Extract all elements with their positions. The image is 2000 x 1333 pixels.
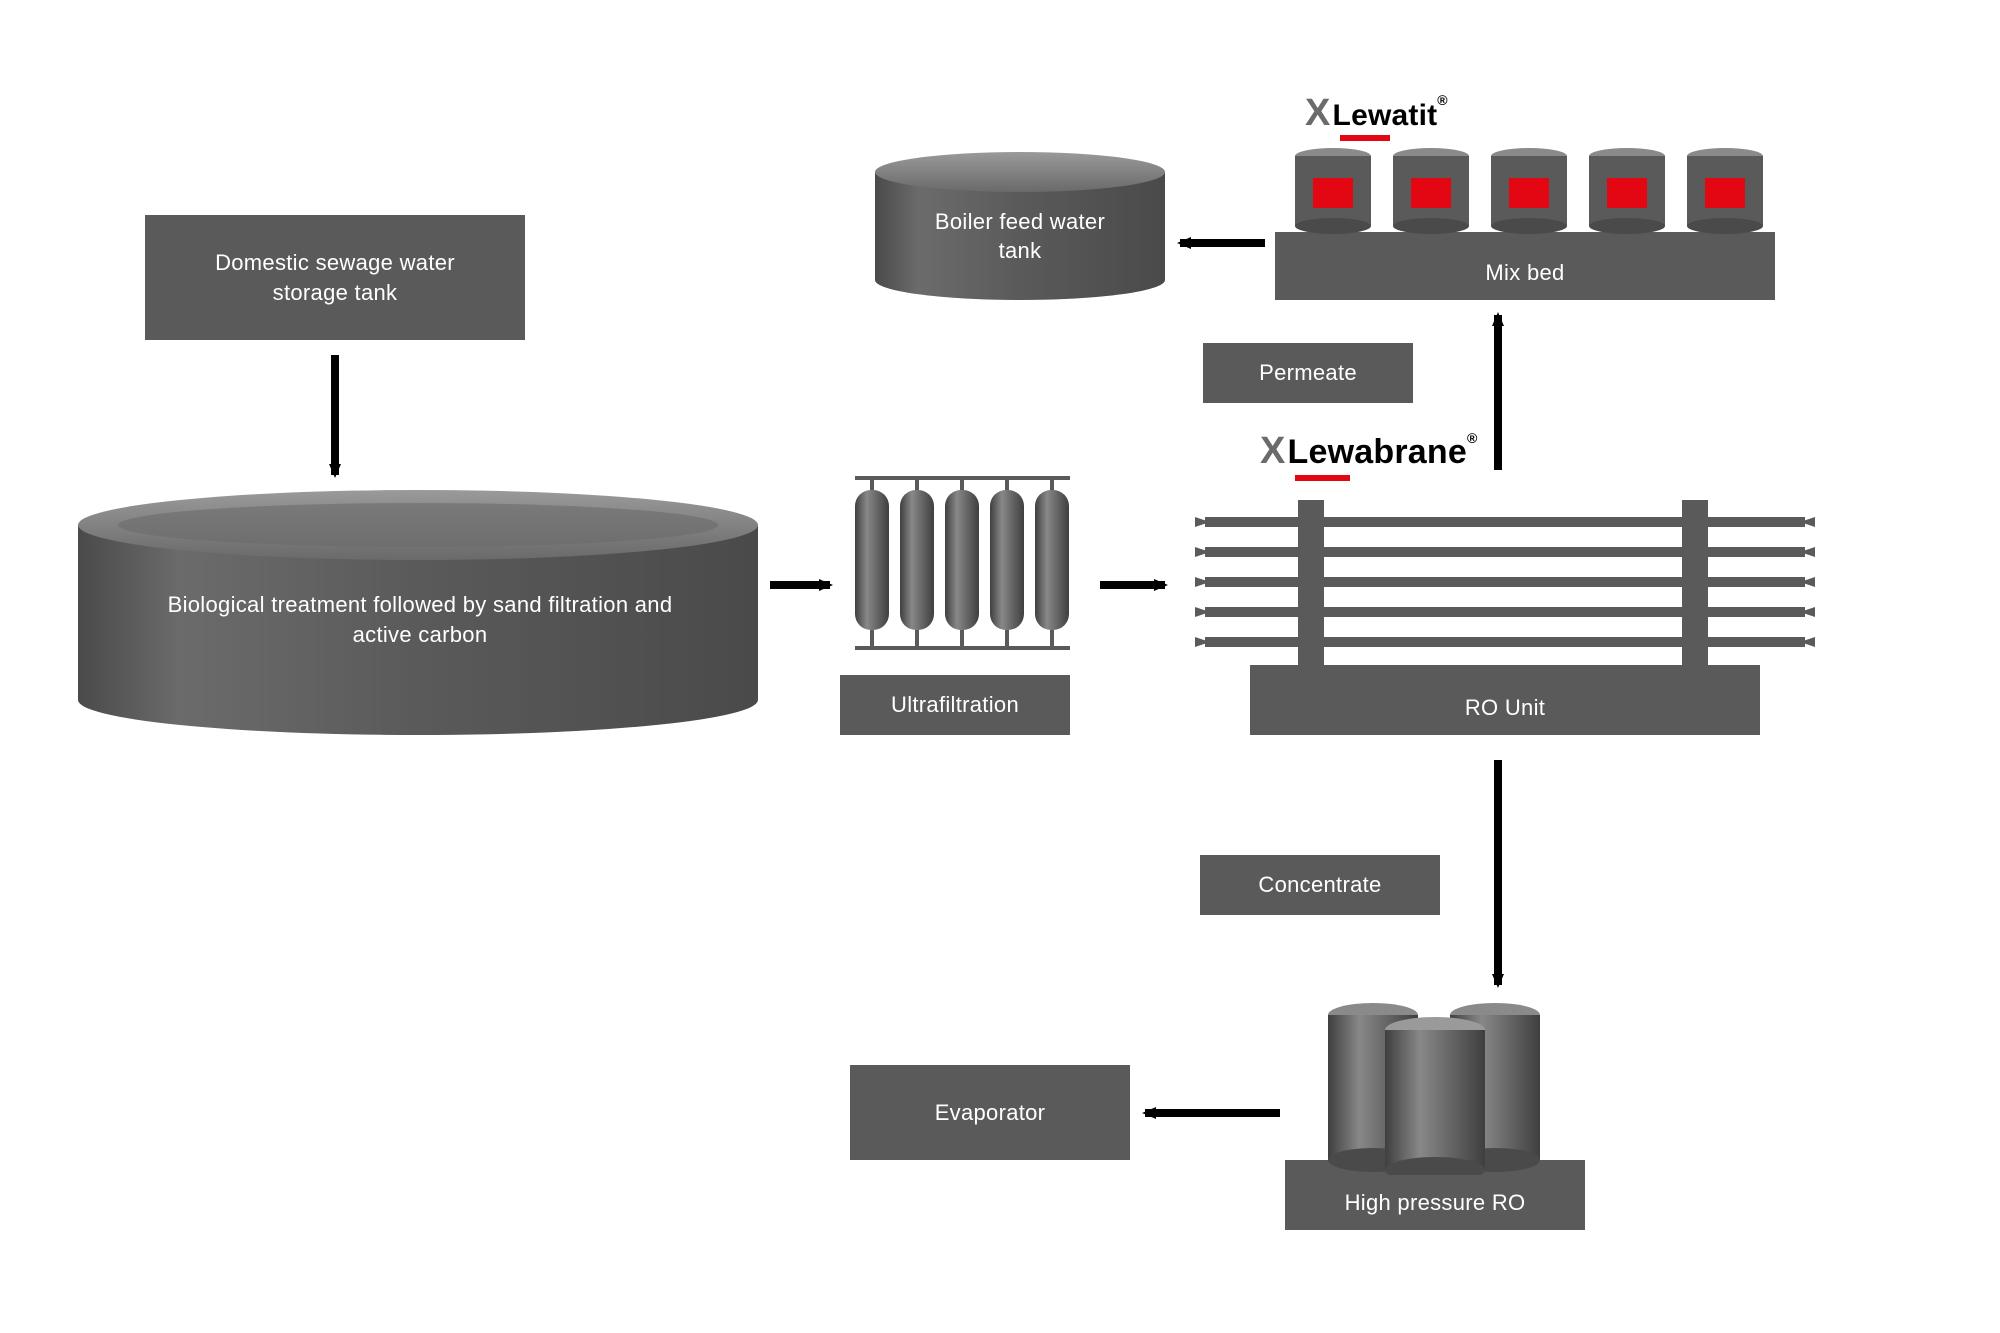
mix-bed-box: Mix bed <box>1275 245 1775 300</box>
brand-x-icon: X <box>1305 92 1331 134</box>
lewabrane-underline <box>1295 475 1350 481</box>
permeate-box: Permeate <box>1203 343 1413 403</box>
lewatit-text: Lewatit <box>1333 99 1438 132</box>
boiler-tank-label-overlay: Boiler feed watertank <box>875 192 1165 282</box>
high-pressure-box: High pressure RO <box>1285 1175 1585 1230</box>
lewabrane-brand: XLewabrane® <box>1260 430 1477 473</box>
evaporator-label: Evaporator <box>935 1100 1046 1126</box>
lewatit-brand: XLewatit® <box>1305 92 1448 135</box>
mix-bed-label: Mix bed <box>1485 260 1564 286</box>
evaporator-box: Evaporator <box>850 1065 1130 1160</box>
high-pressure-ro-shape <box>1285 1003 1585 1183</box>
ro-unit-shape <box>1195 500 1815 683</box>
lewatit-underline <box>1340 135 1390 141</box>
storage-tank-box: Domestic sewage waterstorage tank <box>145 215 525 340</box>
concentrate-box: Concentrate <box>1200 855 1440 915</box>
mix-bed-shape <box>1275 148 1775 246</box>
ultrafiltration-label: Ultrafiltration <box>891 692 1019 718</box>
bio-treatment-label: Biological treatment followed by sand fi… <box>168 590 673 649</box>
brand-x-icon: X <box>1260 430 1286 472</box>
bio-treatment-label-overlay: Biological treatment followed by sand fi… <box>80 570 760 670</box>
registered-mark: ® <box>1467 430 1478 446</box>
ultrafiltration-unit <box>855 478 1070 648</box>
permeate-label: Permeate <box>1259 360 1357 386</box>
high-pressure-label: High pressure RO <box>1345 1190 1526 1216</box>
ro-unit-box: RO Unit <box>1250 680 1760 735</box>
ultrafiltration-box: Ultrafiltration <box>840 675 1070 735</box>
boiler-tank-label: Boiler feed watertank <box>935 208 1105 265</box>
concentrate-label: Concentrate <box>1258 872 1381 898</box>
registered-mark: ® <box>1437 92 1448 108</box>
lewabrane-text: Lewabrane <box>1288 433 1467 471</box>
ro-unit-label: RO Unit <box>1465 695 1545 721</box>
storage-tank-label: Domestic sewage waterstorage tank <box>215 248 455 307</box>
